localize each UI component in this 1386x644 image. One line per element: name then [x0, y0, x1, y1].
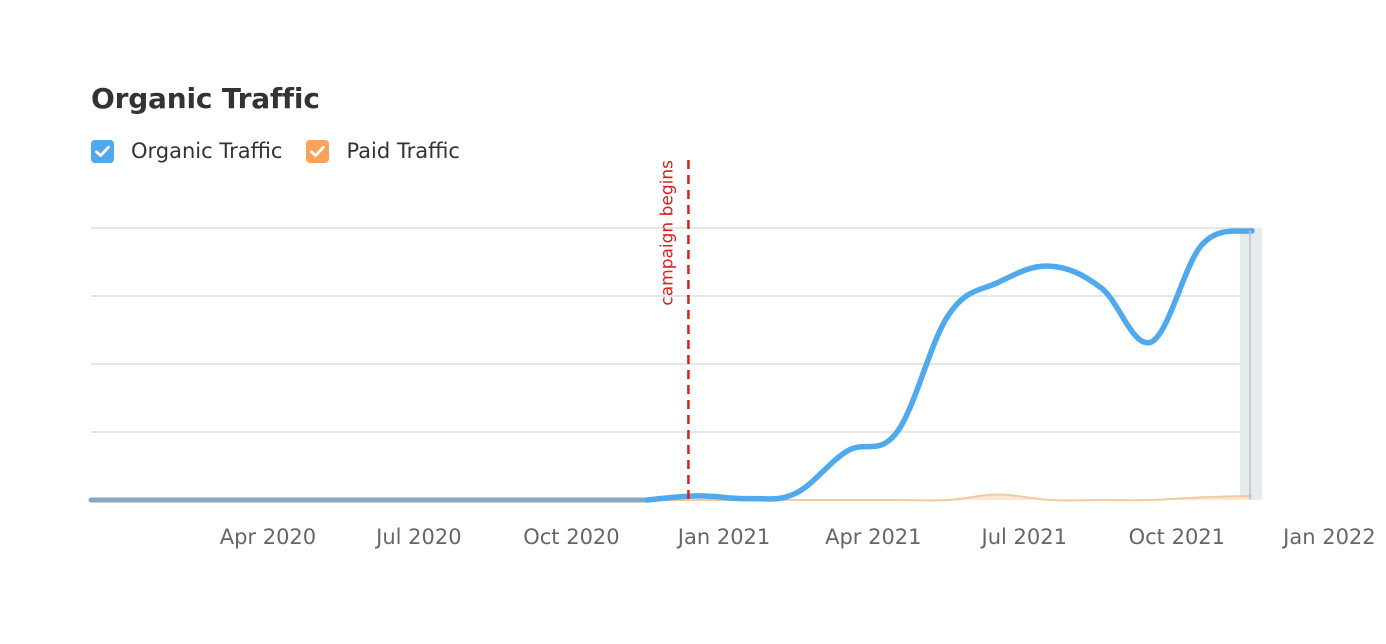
grid-lines: [91, 227, 1252, 433]
chart-title: Organic Traffic: [91, 82, 320, 115]
x-tick-label: Oct 2021: [1129, 525, 1225, 549]
x-axis: Apr 2020 Jul 2020 Oct 2020 Jan 2021 Apr 2021…: [220, 525, 1376, 549]
check-icon: [95, 145, 110, 157]
organic-traffic-line: [643, 227, 1255, 503]
campaign-annotation: campaign begins: [657, 160, 690, 500]
x-tick-label: Jan 2021: [676, 525, 771, 549]
legend-label-organic-traffic: Organic Traffic: [131, 139, 283, 163]
last-point-highlight: [1240, 228, 1262, 500]
legend: Organic Traffic Paid Traffic: [91, 139, 484, 163]
legend-label-paid-traffic: Paid Traffic: [346, 139, 460, 163]
legend-item-paid-traffic[interactable]: Paid Traffic: [306, 139, 460, 163]
x-tick-label: Apr 2021: [825, 525, 921, 549]
x-tick-label: Jan 2022: [1281, 525, 1376, 549]
check-icon: [310, 145, 326, 157]
x-tick-label: Jul 2021: [980, 525, 1067, 549]
series-layer: [88, 227, 1255, 503]
paid-traffic-checkbox[interactable]: [306, 139, 330, 163]
organic-traffic-checkbox[interactable]: [91, 139, 114, 163]
legend-item-organic-traffic[interactable]: Organic Traffic: [91, 139, 282, 163]
x-tick-label: Oct 2020: [523, 525, 619, 549]
campaign-begins-label: campaign begins: [657, 160, 677, 306]
x-tick-label: Jul 2020: [374, 525, 461, 549]
x-tick-label: Apr 2020: [220, 525, 316, 549]
